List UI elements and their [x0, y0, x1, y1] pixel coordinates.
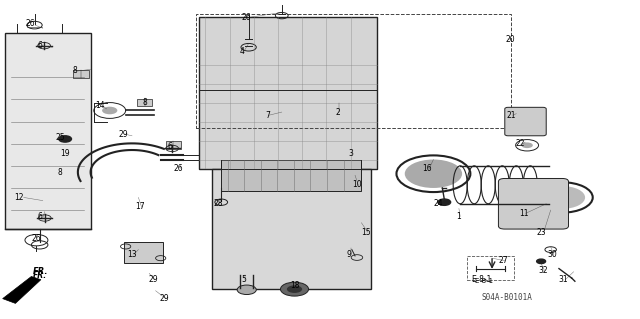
Text: 6: 6 — [168, 142, 173, 151]
FancyBboxPatch shape — [499, 178, 568, 229]
Text: 24: 24 — [433, 199, 443, 208]
Text: 27: 27 — [499, 256, 508, 265]
Text: 2: 2 — [335, 108, 340, 116]
Text: 31: 31 — [559, 275, 568, 284]
Circle shape — [540, 186, 585, 209]
Text: 9: 9 — [346, 250, 351, 259]
Text: 26: 26 — [173, 165, 183, 174]
Text: 25: 25 — [56, 133, 65, 142]
Text: 11: 11 — [519, 209, 529, 218]
Circle shape — [237, 285, 256, 294]
Text: FR.: FR. — [33, 267, 49, 276]
Text: FR.: FR. — [33, 271, 47, 280]
Text: 26: 26 — [25, 19, 35, 28]
Text: 15: 15 — [361, 228, 371, 237]
Circle shape — [404, 160, 462, 188]
FancyBboxPatch shape — [124, 242, 163, 263]
Text: 20: 20 — [505, 35, 515, 44]
Polygon shape — [3, 277, 41, 303]
Circle shape — [438, 199, 451, 205]
Text: 1: 1 — [456, 212, 461, 221]
Text: 12: 12 — [15, 193, 24, 202]
FancyBboxPatch shape — [4, 33, 91, 229]
FancyBboxPatch shape — [221, 160, 362, 191]
Text: 8: 8 — [142, 98, 147, 107]
Text: 26: 26 — [242, 13, 252, 22]
Bar — [166, 141, 181, 149]
Text: 29: 29 — [119, 130, 129, 139]
Text: 26: 26 — [31, 234, 41, 243]
Text: 19: 19 — [60, 149, 70, 158]
Circle shape — [59, 136, 72, 142]
Text: 18: 18 — [290, 281, 300, 291]
Text: 23: 23 — [537, 228, 547, 237]
Text: 21: 21 — [506, 111, 516, 120]
Circle shape — [102, 107, 117, 114]
Text: S04A-B0101A: S04A-B0101A — [481, 293, 532, 301]
Text: 14: 14 — [95, 101, 105, 110]
Bar — [74, 70, 89, 78]
Text: 10: 10 — [352, 180, 362, 189]
Circle shape — [537, 259, 545, 263]
Text: 13: 13 — [127, 250, 137, 259]
Text: 29: 29 — [148, 275, 158, 284]
Text: 8: 8 — [58, 168, 62, 177]
Circle shape — [522, 142, 533, 148]
Text: 4: 4 — [240, 48, 244, 56]
Text: 6: 6 — [37, 212, 42, 221]
Text: 8: 8 — [72, 66, 77, 76]
Circle shape — [280, 282, 308, 296]
FancyBboxPatch shape — [212, 169, 371, 289]
Text: 16: 16 — [422, 165, 432, 174]
Text: 29: 29 — [159, 294, 169, 303]
Text: 6: 6 — [37, 41, 42, 50]
Text: 32: 32 — [538, 266, 548, 275]
Text: 28: 28 — [213, 199, 223, 208]
Text: 17: 17 — [136, 203, 145, 211]
Text: 30: 30 — [548, 250, 557, 259]
Text: E 8-1: E 8-1 — [472, 275, 491, 284]
Text: 3: 3 — [348, 149, 353, 158]
Circle shape — [287, 286, 302, 293]
Text: 7: 7 — [266, 111, 270, 120]
FancyBboxPatch shape — [505, 107, 546, 136]
Text: 5: 5 — [241, 275, 246, 284]
Text: 22: 22 — [516, 139, 525, 148]
FancyBboxPatch shape — [199, 17, 378, 169]
Bar — [137, 99, 152, 106]
Text: E 8-1: E 8-1 — [475, 278, 493, 284]
